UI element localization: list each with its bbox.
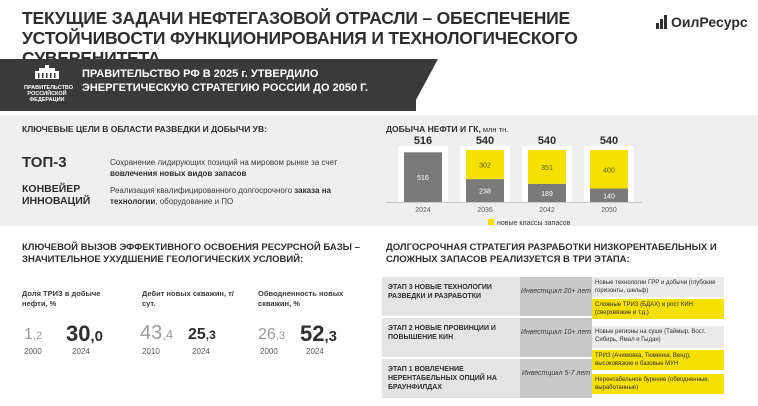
strategy-item: Новые регионы на суше (Таймыр, Вост. Сиб…: [592, 326, 724, 348]
stage-invest: Инвестцикл 20+ лет: [520, 277, 592, 316]
government-emblem: ПРАВИТЕЛЬСТВО РОССИЙСКОЙ ФЕДЕРАЦИИ: [24, 63, 74, 107]
production-chart: 516 516 2024 238 302 540 2036 189 351 540 2042 140 4…: [386, 135, 642, 226]
metric-old-year-water: 2000: [260, 347, 278, 356]
banner-text: ПРАВИТЕЛЬСТВО РФ В 2025 г. УТВЕРДИЛО ЭНЕ…: [82, 68, 369, 94]
stage-title: ЭТАП 3 НОВЫЕ ТЕХНОЛОГИИ РАЗВЕДКИ И РАЗРА…: [388, 284, 492, 300]
strategy-item-highlight: Нерентабельное бурение (обводненные, выр…: [592, 374, 724, 394]
chart-bar-new: [466, 150, 504, 180]
chart-total-label: 516: [414, 135, 432, 147]
production-heading: ДОБЫЧА НЕФТИ И ГК, млн тн.: [386, 124, 509, 134]
chart-tick-label: 2042: [539, 207, 555, 214]
metric-new-water: 52,3: [300, 321, 337, 346]
chart-bar-base: [466, 179, 504, 202]
chart-bar-base: [404, 152, 442, 202]
chart-data-label: 400: [603, 167, 615, 174]
challenge-heading: КЛЮЧЕВОЙ ВЫЗОВ ЭФФЕКТИВНОГО ОСВОЕНИЯ РЕС…: [22, 242, 360, 265]
stage-3: ЭТАП 3 НОВЫЕ ТЕХНОЛОГИИ РАЗВЕДКИ И РАЗРА…: [382, 277, 592, 316]
emblem-text: ПРАВИТЕЛЬСТВО РОССИЙСКОЙ ФЕДЕРАЦИИ: [24, 85, 74, 103]
stage-title: ЭТАП 2 НОВЫЕ ПРОВИНЦИИ И ПОВЫШЕНИЕ КИН: [388, 325, 496, 341]
chart-tick-label: 2024: [415, 207, 431, 214]
chart-tick-label: 2050: [601, 207, 617, 214]
chart-total-label: 540: [600, 135, 618, 147]
chart-legend-swatch: [488, 219, 494, 225]
goal-label-innovation: КОНВЕЙЕР ИННОВАЦИЙ: [22, 183, 91, 207]
chart-legend-label: новые классы запасов: [497, 220, 571, 226]
metric-old-water: 26,3: [258, 326, 285, 343]
strategy-item-highlight: Сложные ТРИЗ (БДАХ) и рост КИН (сверхвяз…: [592, 299, 724, 319]
government-building-icon: [35, 65, 59, 79]
stage-invest: Инвестцикл 5-7 лет: [520, 359, 592, 398]
metric-old-flow: 43,4: [140, 322, 174, 344]
metric-label-triz: Доля ТРИЗ в добыче нефти, %: [22, 289, 101, 308]
goal-desc-innovation: Реализация квалифицированного долгосрочн…: [110, 186, 331, 206]
metric-label-flow: Дебит новых скважин, т/сут.: [142, 289, 234, 308]
chart-data-label: 302: [479, 163, 491, 170]
chart-bar-new: [590, 150, 628, 189]
goals-heading: КЛЮЧЕВЫЕ ЦЕЛИ В ОБЛАСТИ РАЗВЕДКИ И ДОБЫЧ…: [22, 124, 267, 134]
strategy-item-highlight: ТРИЗ (Ачимовка, Тюменка, Венд), высоковя…: [592, 350, 724, 370]
strategy-heading: ДОЛГОСРОЧНАЯ СТРАТЕГИЯ РАЗРАБОТКИ НИЗКОР…: [386, 242, 717, 265]
strategy-item: Новые технологии ГРР и добычи (глубокие …: [592, 277, 724, 297]
government-banner: [0, 59, 416, 111]
goal-label-top3: ТОП-3: [22, 154, 67, 171]
bars-icon: [656, 15, 667, 29]
stage-1: ЭТАП 1 ВОВЛЕЧЕНИЕ НЕРЕНТАБЕЛЬНЫХ ОПЦИЙ Н…: [382, 359, 592, 398]
chart-bar-base: [528, 183, 566, 202]
metric-new-year-flow: 2024: [192, 347, 210, 356]
goal-desc-top3: Сохранение лидирующих позиций на мировом…: [110, 158, 338, 178]
metric-old-year-flow: 2010: [142, 347, 160, 356]
oilresurs-logo: ОилРесурс: [656, 14, 748, 30]
metric-new-triz: 30,0: [66, 321, 103, 346]
stage-invest: Инвестцикл 10+ лет: [520, 318, 592, 357]
chart-data-label: 351: [541, 165, 553, 172]
chart-bar-base: [590, 188, 628, 202]
logo-text: ОилРесурс: [671, 14, 748, 30]
chart-total-label: 540: [538, 135, 556, 147]
chart-data-label: 516: [417, 175, 429, 182]
banner-cut: [410, 59, 438, 111]
metric-label-water: Обводненность новых скважин, %: [258, 289, 344, 308]
chart-bar-new: [528, 150, 566, 184]
chart-data-label: 140: [603, 193, 615, 200]
metric-old-triz: 1,2: [24, 326, 43, 343]
chart-tick-label: 2036: [477, 207, 493, 214]
metric-new-flow: 25,3: [188, 326, 216, 343]
chart-data-label: 189: [541, 191, 553, 198]
chart-data-label: 238: [479, 189, 491, 196]
stage-2: ЭТАП 2 НОВЫЕ ПРОВИНЦИИ И ПОВЫШЕНИЕ КИН И…: [382, 318, 592, 357]
metric-new-year-triz: 2024: [72, 347, 90, 356]
stage-title: ЭТАП 1 ВОВЛЕЧЕНИЕ НЕРЕНТАБЕЛЬНЫХ ОПЦИЙ Н…: [388, 366, 497, 391]
chart-total-label: 540: [476, 135, 494, 147]
metric-old-year-triz: 2000: [24, 347, 42, 356]
metric-new-year-water: 2024: [306, 347, 324, 356]
